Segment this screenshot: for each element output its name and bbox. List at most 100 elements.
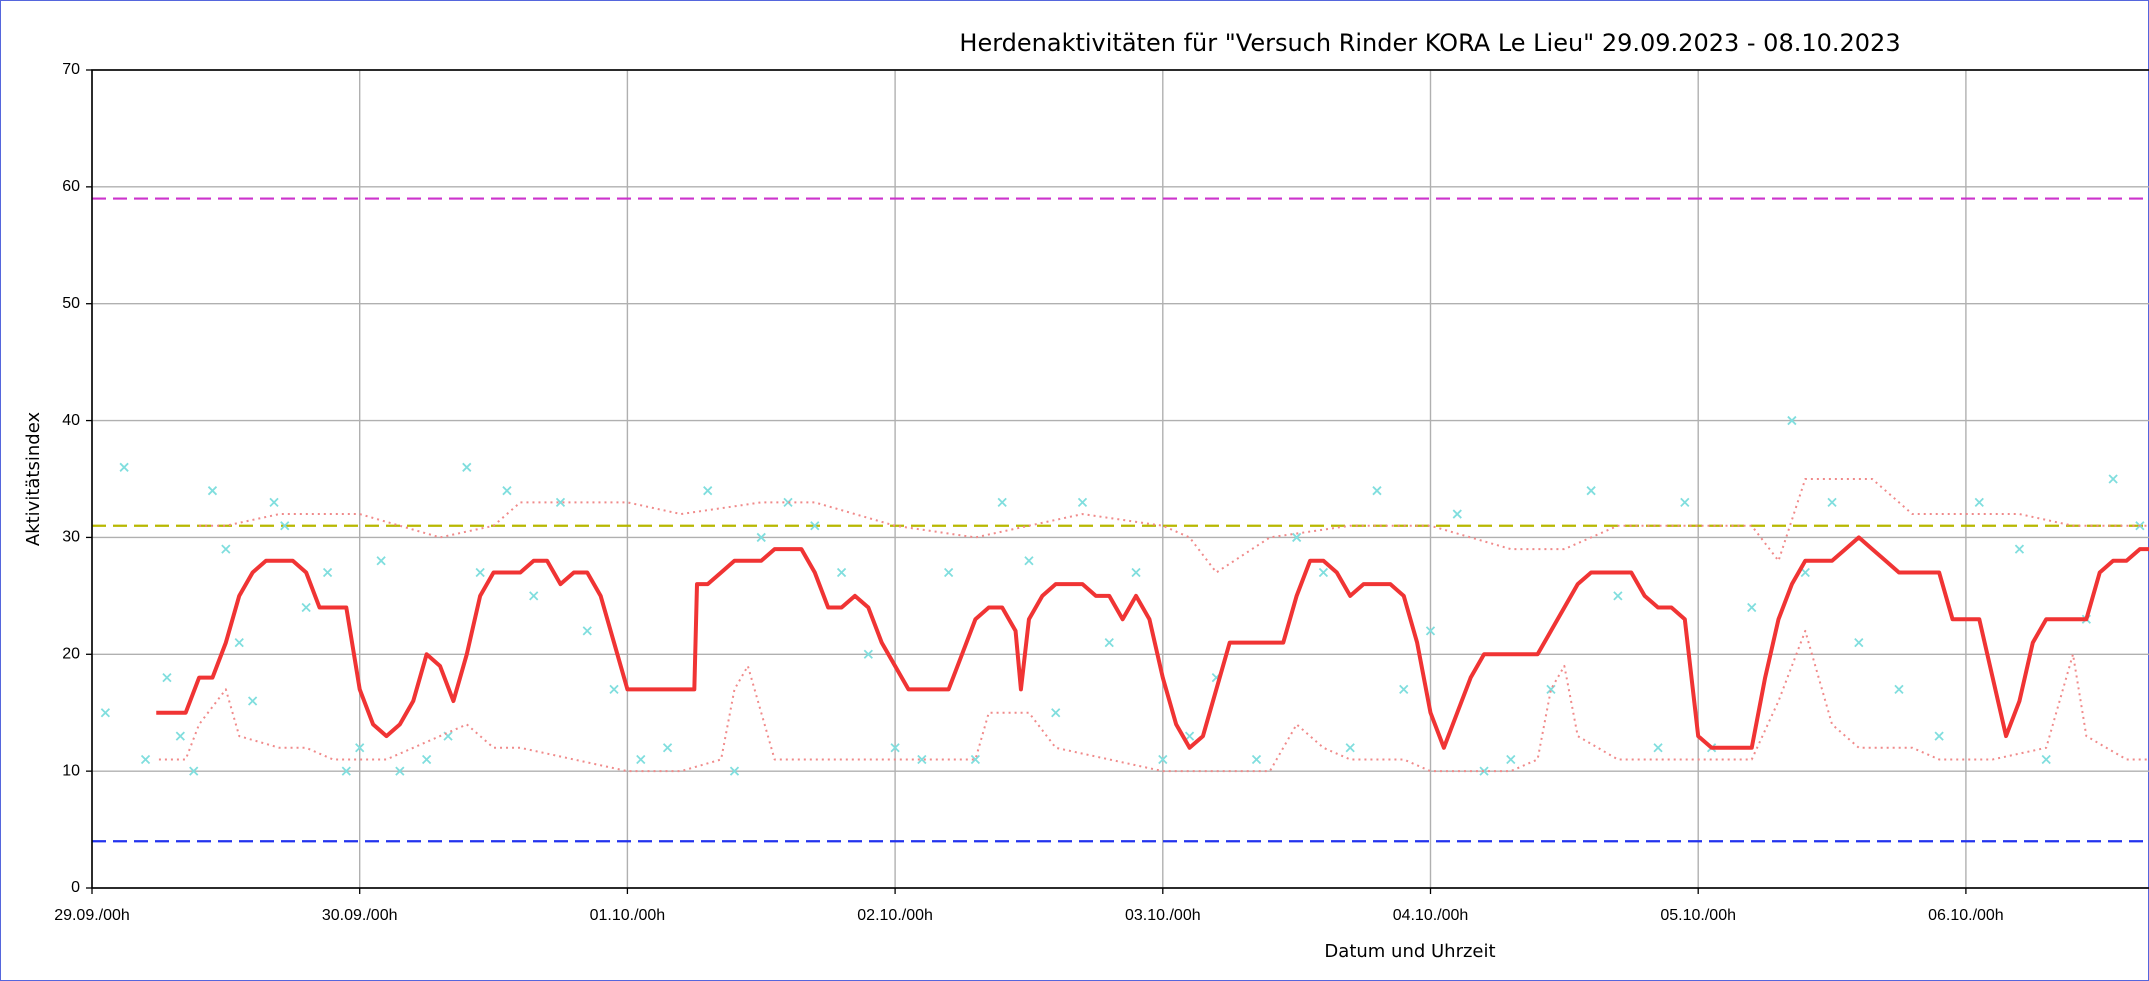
scatter-point (269, 497, 279, 508)
scatter-point (247, 696, 258, 706)
scatter-point (421, 754, 432, 765)
scatter-point (582, 626, 592, 636)
scatter-point (729, 766, 740, 776)
scatter-point (1506, 754, 1516, 765)
line-series (158, 629, 2149, 773)
x-tick-label: 29.09./00h (54, 907, 130, 924)
scatter-point (756, 532, 766, 543)
scatter-point (1318, 567, 1329, 578)
scatter-point (2014, 544, 2025, 554)
x-tick-label: 01.10./00h (590, 907, 666, 924)
scatter-point (2041, 754, 2051, 765)
scatter-point (475, 567, 485, 578)
x-tick-label: 06.10./00h (1928, 907, 2004, 924)
y-tick-label: 0 (71, 879, 80, 896)
scatter-point (1653, 743, 1663, 753)
y-tick-label: 50 (62, 295, 80, 312)
scatter-point (917, 754, 927, 765)
scatter-point (636, 754, 646, 765)
scatter-point (783, 497, 793, 508)
scatter-point (140, 754, 151, 765)
line-series (199, 478, 2149, 574)
scatter-point (1680, 497, 1690, 508)
scatter-point (1372, 486, 1382, 496)
scatter-point (1827, 497, 1837, 508)
scatter-point (221, 544, 231, 554)
scatter-point (609, 684, 619, 694)
grid (91, 69, 2149, 889)
scatter-point (1974, 497, 1984, 508)
scatter-point (703, 486, 713, 496)
scatter-point (1854, 637, 1864, 648)
scatter-point (529, 591, 539, 601)
scatter-point (1251, 754, 1262, 765)
scatter-point (555, 497, 566, 508)
scatter-point (1184, 731, 1195, 741)
scatter-point (189, 766, 199, 776)
y-tick-label: 60 (62, 178, 80, 195)
scatter-point (1586, 486, 1596, 496)
scatter-point (2108, 474, 2118, 484)
scatter-point (462, 462, 472, 472)
plot-marks (100, 415, 2149, 776)
scatter-point (836, 567, 847, 578)
y-tick-label: 40 (62, 412, 80, 429)
scatter-point (280, 521, 290, 531)
x-tick-label: 30.09./00h (322, 907, 398, 924)
line-series (156, 535, 2149, 750)
scatter-point (970, 754, 981, 765)
plot-frame (91, 69, 2149, 889)
scatter-point (502, 486, 512, 496)
scatter-point (376, 556, 386, 566)
x-tick-label: 02.10./00h (857, 907, 933, 924)
scatter-point (175, 731, 185, 741)
scatter-point (1024, 556, 1034, 566)
scatter-point (1934, 731, 1944, 741)
scatter-point (1479, 766, 1489, 776)
scatter-point (997, 497, 1007, 508)
scatter-point (119, 462, 129, 472)
scatter-point (395, 766, 405, 776)
scatter-point (1894, 684, 1904, 694)
scatter-point (100, 708, 111, 718)
scatter-point (322, 567, 333, 578)
scatter-point (1787, 415, 1797, 426)
scatter-point (1425, 626, 1436, 636)
x-tick-label: 04.10./00h (1393, 907, 1469, 924)
scatter-point (301, 602, 311, 613)
scatter-point (1452, 509, 1462, 519)
x-tick-label: 05.10./00h (1660, 907, 1736, 924)
scatter-point (1077, 497, 1088, 508)
scatter-point (1292, 532, 1302, 543)
chart-title: Herdenaktivitäten für "Versuch Rinder KO… (959, 29, 1900, 57)
y-tick-label: 10 (62, 762, 80, 779)
scatter-point (234, 637, 244, 648)
x-tick-label: 03.10./00h (1125, 907, 1201, 924)
scatter-point (355, 743, 365, 753)
scatter-point (1399, 684, 1409, 694)
scatter-point (341, 766, 351, 776)
scatter-point (1158, 754, 1168, 765)
y-tick-label: 70 (62, 61, 80, 78)
scatter-point (1345, 743, 1355, 753)
scatter-point (863, 649, 873, 659)
scatter-point (662, 743, 673, 753)
x-axis-label: Datum und Uhrzeit (1324, 941, 1495, 962)
y-tick-label: 20 (62, 646, 80, 663)
scatter-point (162, 673, 172, 683)
axes: 0 10 20 30 40 50 60 70 29.09./00h 30.09./00h 01.10… (54, 61, 2149, 924)
scatter-point (810, 521, 820, 531)
scatter-point (944, 567, 954, 578)
scatter-point (1613, 591, 1623, 601)
scatter-point (1800, 567, 1810, 578)
scatter-point (890, 743, 900, 753)
scatter-point (1131, 567, 1141, 578)
reference-lines (92, 197, 2149, 843)
scatter-point (1051, 708, 1061, 718)
scatter-point (1104, 637, 1114, 648)
scatter-point (207, 486, 218, 496)
scatter-point (1747, 602, 1757, 613)
y-axis-label: Aktivitätsindex (23, 412, 44, 547)
